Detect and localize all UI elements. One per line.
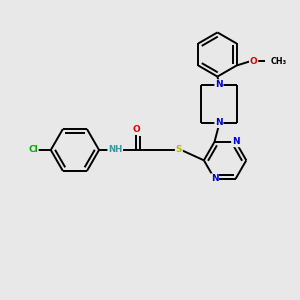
Text: CH₃: CH₃ <box>270 57 286 66</box>
Text: NH: NH <box>108 146 122 154</box>
Text: N: N <box>232 137 239 146</box>
Text: N: N <box>211 174 218 183</box>
Text: O: O <box>133 125 140 134</box>
Text: Cl: Cl <box>28 146 38 154</box>
Text: S: S <box>176 146 182 154</box>
Text: N: N <box>215 118 223 127</box>
Text: O: O <box>250 57 257 66</box>
Text: N: N <box>215 80 223 89</box>
